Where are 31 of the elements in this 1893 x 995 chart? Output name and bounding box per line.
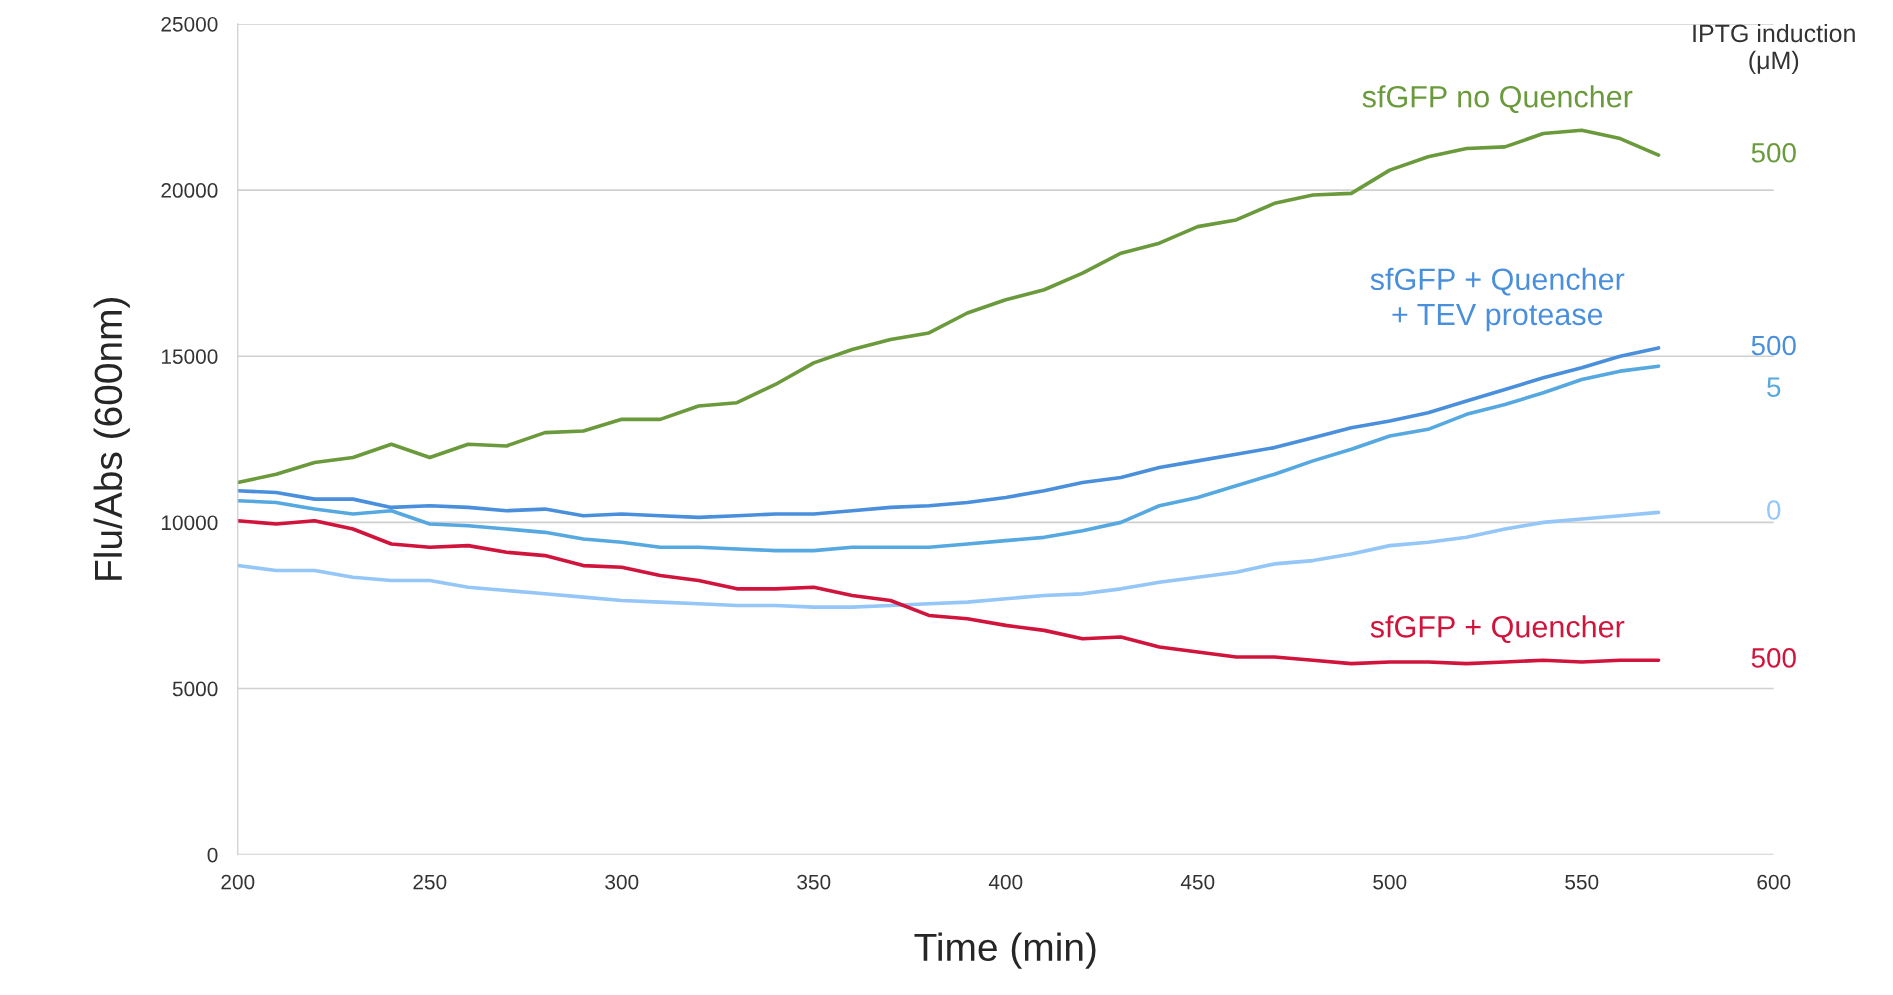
line-series: [237, 346, 1661, 520]
x-tick-label: 550: [1565, 874, 1599, 890]
text: 500: [1751, 335, 1796, 356]
x-axis-title: Time (min): [914, 932, 1096, 969]
annotation: sfGFP + Quencher + TEV protease: [1370, 267, 1625, 332]
x-tick-label: 250: [413, 874, 447, 890]
x-tick-label: 300: [605, 874, 639, 890]
legend-title: IPTG induction (μM): [1693, 23, 1855, 75]
annotation: sfGFP + Quencher: [1370, 615, 1625, 644]
text: 500: [1751, 142, 1796, 163]
x-tick-label: 400: [988, 874, 1023, 890]
line-series: [237, 510, 1661, 609]
y-tick-label: 5000: [172, 681, 218, 697]
line-series: [237, 364, 1661, 553]
x-tick-label: 350: [797, 874, 831, 890]
y-tick-label: 10000: [161, 515, 218, 531]
y-tick-label: 15000: [161, 349, 218, 364]
y-tick-label: 0: [207, 847, 218, 863]
text: 5: [1767, 377, 1781, 397]
x-tick-label: 500: [1373, 874, 1407, 890]
line-series: [237, 128, 1661, 485]
text: 0: [1767, 500, 1781, 520]
x-tick-label: 200: [221, 874, 255, 890]
text: 500: [1751, 648, 1796, 668]
y-tick-label: 25000: [161, 16, 218, 32]
annotation: sfGFP no Quencher: [1362, 85, 1633, 114]
line-series: [237, 518, 1661, 666]
y-axis-title: Flu/Abs (600nm): [93, 297, 130, 580]
y-tick-label: 20000: [161, 183, 218, 198]
x-tick-label: 600: [1757, 874, 1791, 890]
x-tick-label: 450: [1180, 874, 1215, 890]
